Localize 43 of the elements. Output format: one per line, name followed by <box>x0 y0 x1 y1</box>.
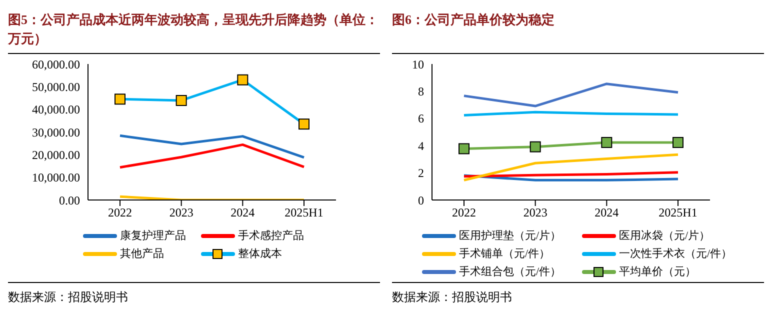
legend-label: 平均单价（元） <box>619 265 696 279</box>
point <box>672 136 684 148</box>
chart-title: 图5：公司产品成本近两年波动较高，呈现先升后降趋势（单位：万元） <box>8 8 380 54</box>
legend-label: 手术感控产品 <box>238 228 304 243</box>
chart-title: 图6：公司产品单价较为稳定 <box>392 8 764 54</box>
point <box>601 136 612 148</box>
y-tick-label: 2 <box>418 166 424 180</box>
y-tick-label: 0.00 <box>59 193 80 208</box>
legend-label: 手术铺单（元/件） <box>459 247 550 261</box>
x-tick-label: 2023 <box>523 206 548 220</box>
legend-label: 医用冰袋（元/片） <box>619 229 710 243</box>
y-tick-label: 4 <box>418 138 424 153</box>
line-series <box>462 82 680 108</box>
y-tick-label: 8 <box>418 84 424 98</box>
x-tick-label: 2025H1 <box>658 206 698 220</box>
y-tick-label: 60,000.00 <box>32 57 80 72</box>
x-tick-label: 2025H1 <box>284 206 324 220</box>
line-series <box>118 143 306 169</box>
legend-label: 手术组合包（元/件） <box>459 265 562 279</box>
point <box>458 143 470 154</box>
legend-label: 康复护理产品 <box>120 228 186 243</box>
legend-label: 整体成本 <box>238 247 282 261</box>
y-tick-label: 10,000.00 <box>32 170 80 185</box>
source-note: 数据来源：招股说明书 <box>8 289 129 306</box>
legend-label: 医用护理垫（元/片） <box>459 228 562 243</box>
line-series <box>118 134 306 159</box>
x-tick-label: 2023 <box>169 206 194 220</box>
x-tick-label: 2024 <box>230 206 255 220</box>
x-tick-label: 2024 <box>594 206 619 220</box>
legend-label: 其他产品 <box>120 246 164 261</box>
y-tick-label: 6 <box>418 112 424 126</box>
source-note: 数据来源：招股说明书 <box>392 289 513 306</box>
x-tick-label: 2022 <box>108 206 132 220</box>
point <box>530 141 541 152</box>
y-tick-label: 50,000.00 <box>32 80 80 94</box>
x-tick-label: 2022 <box>452 206 476 220</box>
line-series <box>462 153 680 182</box>
y-tick-label: 0 <box>418 193 424 208</box>
y-tick-label: 40,000.00 <box>32 102 80 117</box>
y-tick-label: 20,000.00 <box>32 148 80 162</box>
legend-label: 一次性手术衣（元/件） <box>619 246 732 261</box>
y-tick-label: 10 <box>412 57 424 72</box>
y-tick-label: 30,000.00 <box>32 125 80 140</box>
